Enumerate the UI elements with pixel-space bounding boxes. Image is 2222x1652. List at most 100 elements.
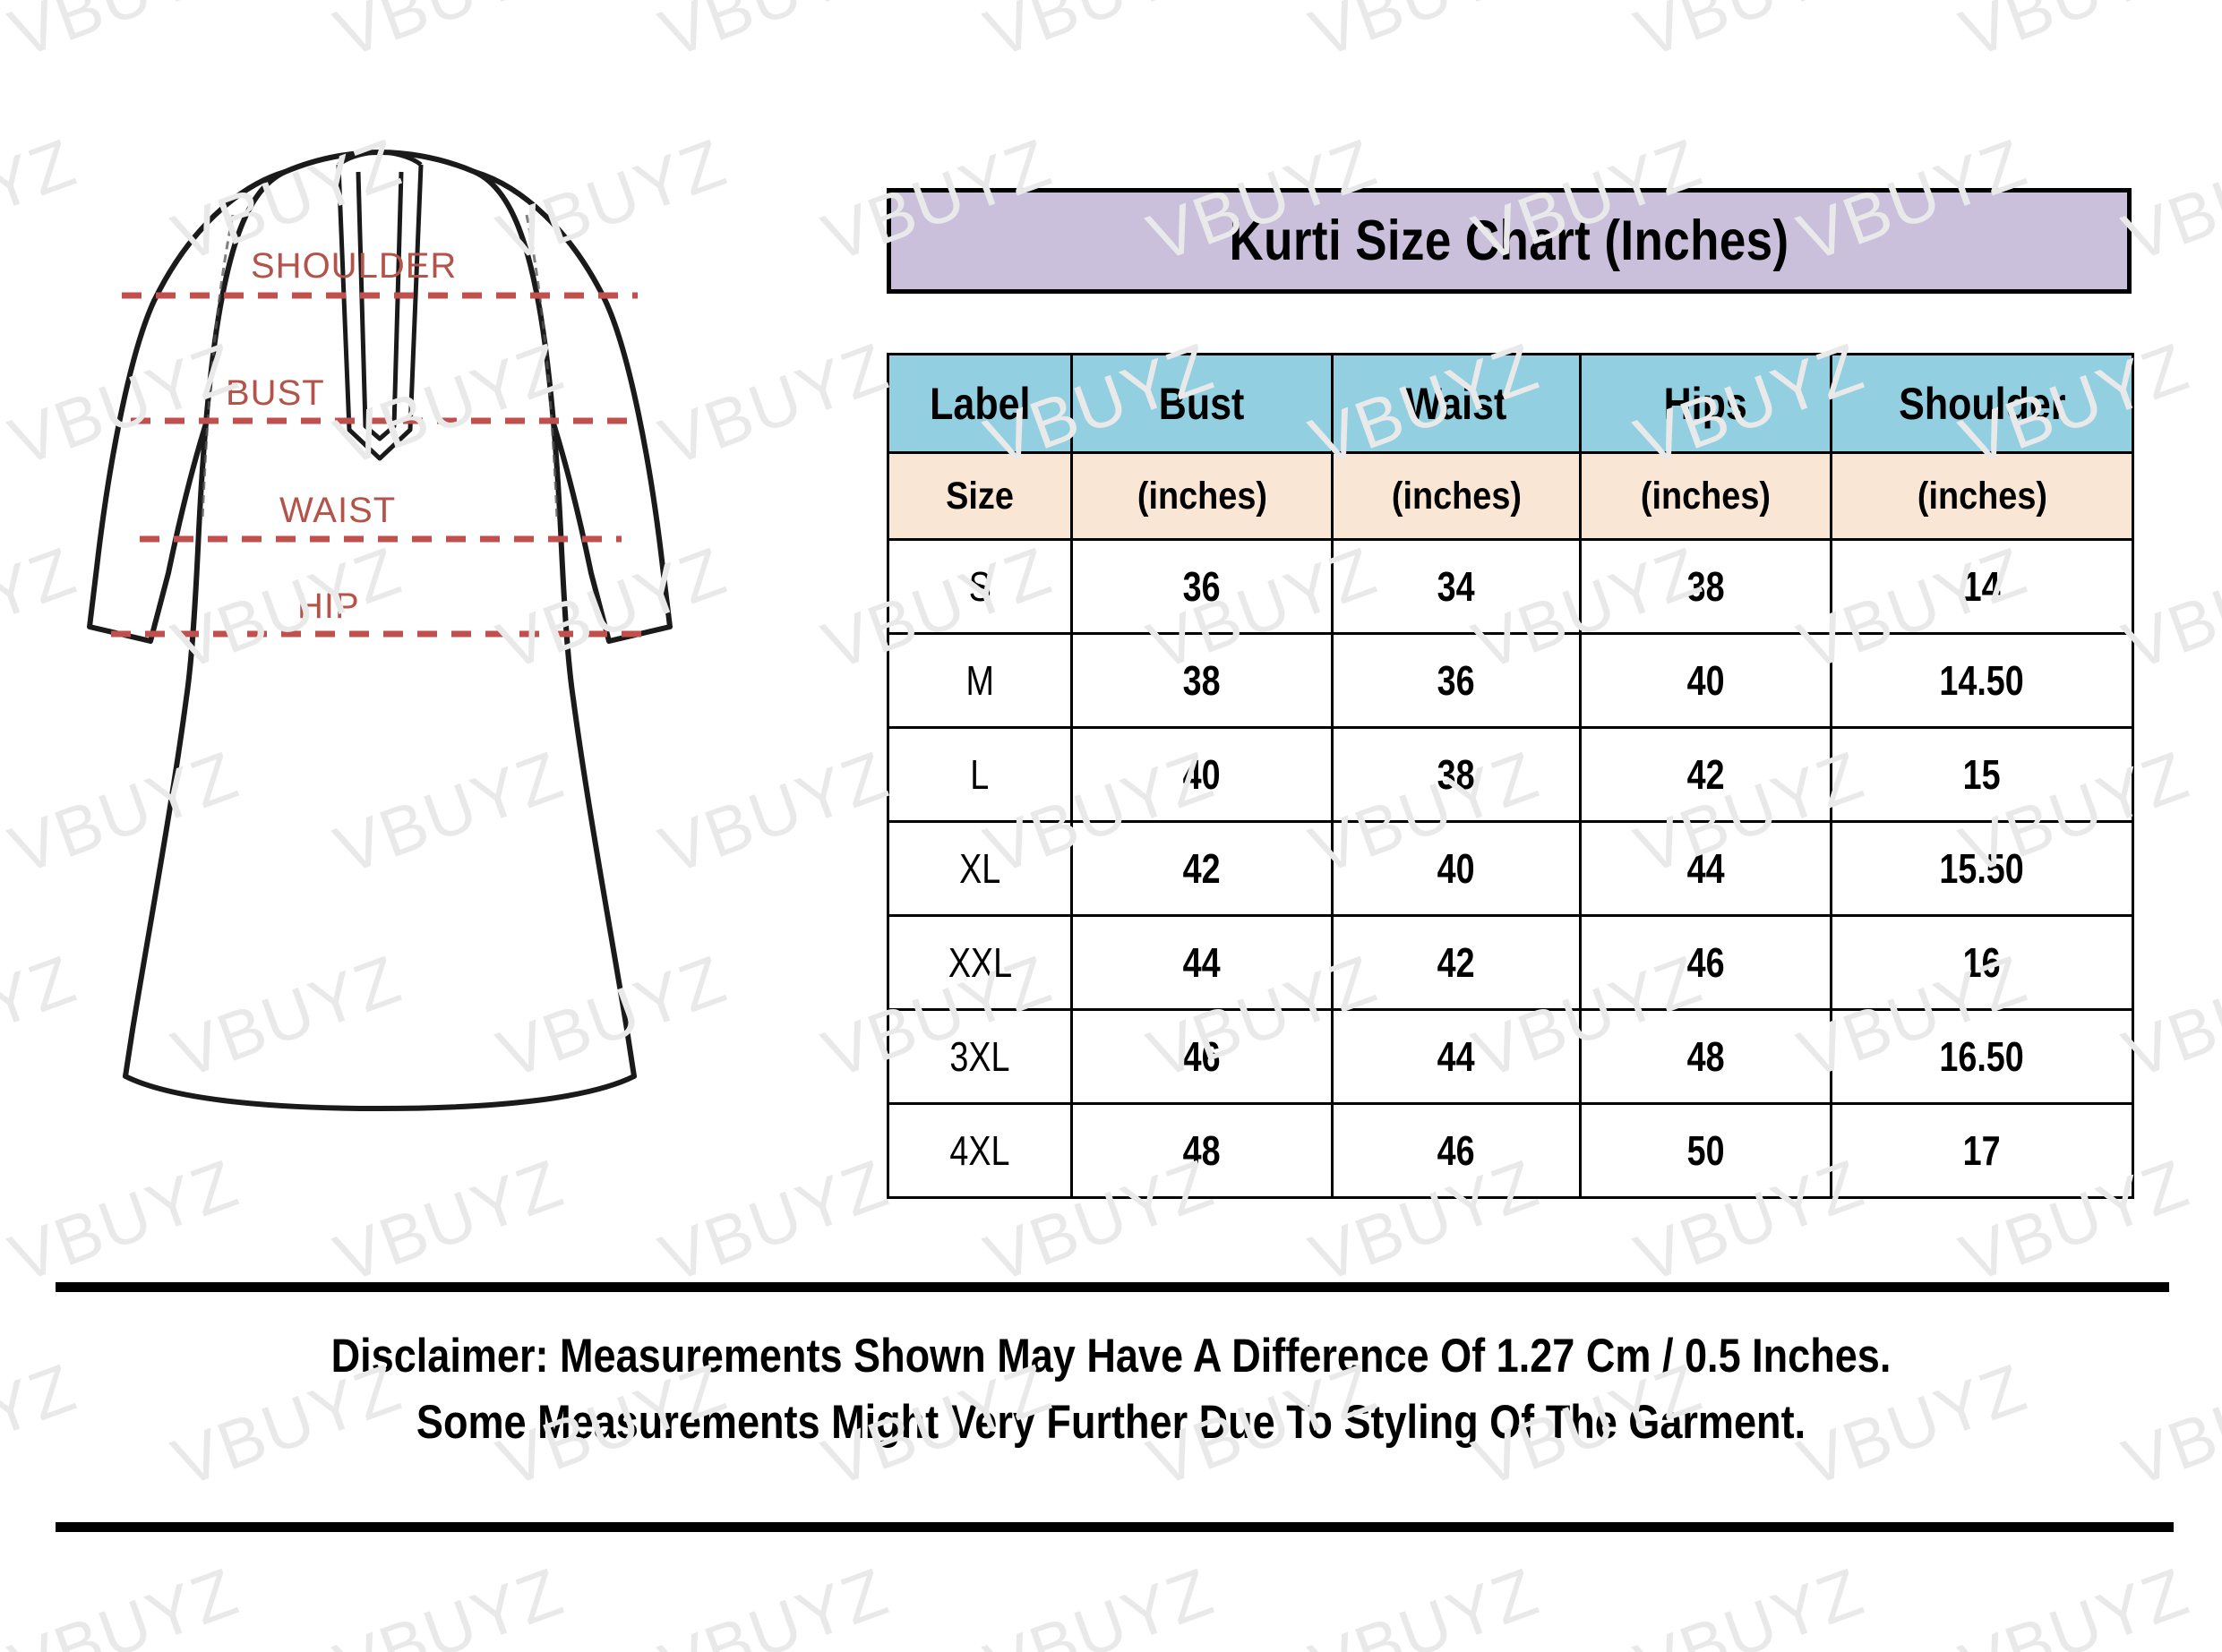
cell-bust: 48 [1070, 1102, 1334, 1199]
cell-waist: 44 [1331, 1008, 1582, 1105]
disclaimer-block: Disclaimer: Measurements Shown May Have … [0, 1323, 2222, 1456]
cell-size: 3XL [887, 1008, 1073, 1105]
cell-hips: 42 [1579, 726, 1832, 823]
column-header-hips: Hips [1579, 353, 1832, 454]
cell-waist: 46 [1331, 1102, 1582, 1199]
watermark-text: VBUYZ [1951, 0, 2199, 73]
table-row: 4XL 48 46 50 17 [887, 1102, 2134, 1199]
waist-measure-label: WAIST [279, 491, 397, 530]
cell-bust-text: 44 [1183, 939, 1221, 986]
watermark-text: VBUYZ [0, 1553, 248, 1652]
units-cell-shoulder: (inches) [1830, 451, 2134, 541]
cell-hips: 46 [1579, 914, 1832, 1011]
cell-size: M [887, 632, 1073, 729]
cell-waist-text: 38 [1437, 751, 1475, 798]
column-header-label-text: Label [929, 378, 1031, 429]
table-row: S 36 34 38 14 [887, 538, 2134, 635]
watermark-text: VBUYZ [1626, 0, 1874, 73]
left-armhole-seam [201, 214, 235, 520]
cell-size-text: L [970, 751, 990, 798]
cell-bust-text: 42 [1183, 845, 1221, 892]
cell-hips-text: 42 [1686, 751, 1725, 798]
neckline-curve [337, 150, 423, 167]
divider-bottom [56, 1522, 2174, 1532]
cell-size-text: M [965, 657, 994, 704]
units-cell-hips: (inches) [1579, 451, 1832, 541]
column-header-label: Label [887, 353, 1073, 454]
cell-hips-text: 48 [1686, 1033, 1725, 1080]
cell-size: XXL [887, 914, 1073, 1011]
table-row: M 38 36 40 14.50 [887, 632, 2134, 729]
cell-waist: 38 [1331, 726, 1582, 823]
watermark-text: VBUYZ [1300, 0, 1549, 73]
watermark-text: VBUYZ [0, 0, 248, 73]
shoulder-measure-label: SHOULDER [251, 246, 458, 286]
cell-hips: 38 [1579, 538, 1832, 635]
column-header-bust: Bust [1070, 353, 1334, 454]
cell-bust: 44 [1070, 914, 1334, 1011]
units-cell-size-text: Size [946, 474, 1014, 518]
watermark-text: VBUYZ [650, 0, 898, 73]
units-cell-hips-text: (inches) [1640, 474, 1772, 518]
cell-shoulder: 15.50 [1830, 820, 2134, 917]
column-header-waist: Waist [1331, 353, 1582, 454]
cell-bust: 36 [1070, 538, 1334, 635]
cell-shoulder-text: 17 [1963, 1127, 2001, 1174]
units-cell-size: Size [887, 451, 1073, 541]
cell-waist: 36 [1331, 632, 1582, 729]
cell-bust-text: 46 [1183, 1033, 1221, 1080]
column-header-hips-text: Hips [1663, 378, 1748, 429]
cell-hips-text: 38 [1686, 563, 1725, 610]
right-armhole-seam [525, 214, 559, 520]
cell-bust: 38 [1070, 632, 1334, 729]
bust-measure-label: BUST [226, 373, 325, 413]
units-cell-bust: (inches) [1070, 451, 1334, 541]
cell-shoulder: 16.50 [1830, 1008, 2134, 1105]
table-row: 3XL 46 44 48 16.50 [887, 1008, 2134, 1105]
cell-size: 4XL [887, 1102, 1073, 1199]
watermark-text: VBUYZ [975, 0, 1223, 73]
column-header-shoulder: Shoulder [1830, 353, 2134, 454]
column-header-shoulder-text: Shoulder [1898, 378, 2066, 429]
cell-bust-text: 36 [1183, 563, 1221, 610]
watermark-text: VBUYZ [1951, 1553, 2199, 1652]
table-row: L 40 38 42 15 [887, 726, 2134, 823]
cell-bust-text: 48 [1183, 1127, 1221, 1174]
cell-size-text: XXL [948, 939, 1012, 986]
cell-shoulder-text: 15 [1963, 751, 2001, 798]
cell-waist-text: 34 [1437, 563, 1475, 610]
cell-bust: 42 [1070, 820, 1334, 917]
cell-hips: 50 [1579, 1102, 1832, 1199]
table-header-row: Label Bust Waist Hips Shoulder [887, 353, 2134, 454]
cell-hips-text: 40 [1686, 657, 1725, 704]
divider-top [56, 1282, 2169, 1292]
watermark-text: VBUYZ [1300, 1553, 1549, 1652]
table-units-row: Size (inches) (inches) (inches) (inches) [887, 451, 2134, 541]
chart-title-bar: Kurti Size Chart (Inches) [887, 188, 2132, 294]
units-cell-shoulder-text: (inches) [1917, 474, 2047, 518]
cell-shoulder-text: 15.50 [1939, 845, 2025, 892]
cell-waist: 40 [1331, 820, 1582, 917]
cell-waist-text: 46 [1437, 1127, 1475, 1174]
cell-shoulder-text: 16 [1963, 939, 2001, 986]
kurti-sketch-svg [87, 150, 673, 1111]
units-cell-bust-text: (inches) [1137, 474, 1267, 518]
column-header-bust-text: Bust [1159, 378, 1245, 429]
cell-hips-text: 50 [1686, 1127, 1725, 1174]
cell-shoulder: 15 [1830, 726, 2134, 823]
cell-hips-text: 46 [1686, 939, 1725, 986]
cell-waist-text: 44 [1437, 1033, 1475, 1080]
cell-shoulder: 14.50 [1830, 632, 2134, 729]
cell-size: S [887, 538, 1073, 635]
cell-size-text: XL [958, 845, 1001, 892]
cell-shoulder: 16 [1830, 914, 2134, 1011]
cell-shoulder-text: 16.50 [1939, 1033, 2025, 1080]
watermark-text: VBUYZ [1626, 1553, 1874, 1652]
cell-waist-text: 42 [1437, 939, 1475, 986]
cell-size-text: 4XL [949, 1127, 1010, 1174]
placket-inner [356, 171, 404, 441]
cell-hips: 44 [1579, 820, 1832, 917]
cell-hips: 48 [1579, 1008, 1832, 1105]
garment-illustration: SHOULDER BUST WAIST HIP [54, 125, 699, 1263]
